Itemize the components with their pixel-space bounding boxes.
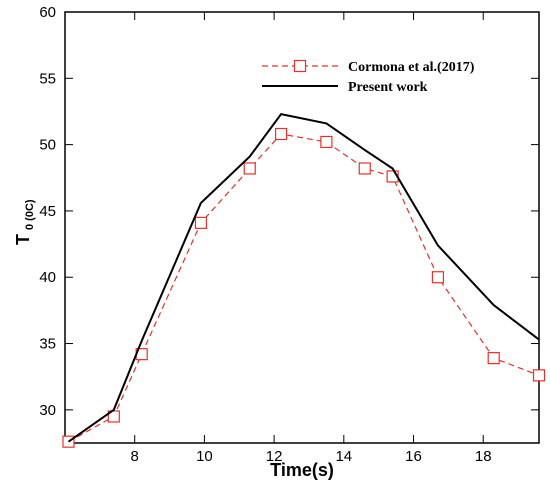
data-point-cormona [274, 127, 288, 141]
data-point-cormona [358, 162, 371, 175]
y-tick-label: 55 [39, 70, 56, 87]
plot-frame [64, 11, 540, 444]
y-axis-title-main: T [13, 234, 33, 245]
y-tick-label: 50 [39, 137, 56, 154]
y-tick-label: 45 [39, 203, 56, 220]
data-point-cormona [532, 369, 546, 382]
series-line-present-work [67, 112, 540, 443]
data-point-cormona [320, 135, 333, 149]
y-tick-label: 35 [39, 336, 56, 353]
plot-border [64, 11, 540, 444]
y-axis-title: T 0 (0C) [13, 199, 36, 245]
data-point-cormona [243, 162, 256, 175]
y-tick-label: 60 [39, 4, 56, 21]
legend-marker-cormona [293, 59, 307, 73]
x-axis-title: Time(s) [270, 460, 334, 480]
y-tick-label: 40 [39, 269, 56, 286]
y-axis-title-subscript: 0 (0C) [24, 199, 36, 230]
data-point-cormona [487, 352, 500, 365]
legend-label-cormona: Cormona et al.(2017) [348, 60, 475, 75]
x-tick-label: 10 [196, 448, 213, 465]
data-point-cormona [431, 271, 445, 284]
x-tick-label: 18 [475, 448, 492, 465]
data-point-cormona [194, 216, 208, 229]
series-line-cormona [68, 133, 540, 443]
series-layer [62, 112, 546, 448]
y-tick-label: 30 [39, 402, 56, 419]
x-tick-label: 14 [335, 448, 352, 465]
x-tick-label: 8 [131, 448, 139, 465]
x-axis-ticks: 8 10 12 14 16 18 [131, 12, 492, 465]
x-tick-label: 12 [266, 448, 283, 465]
x-tick-label: 16 [405, 448, 422, 465]
legend: Cormona et al.(2017) Present work [262, 59, 475, 95]
y-axis-ticks: 30 35 40 45 50 55 60 [39, 4, 539, 419]
legend-label-present-work: Present work [348, 80, 428, 95]
